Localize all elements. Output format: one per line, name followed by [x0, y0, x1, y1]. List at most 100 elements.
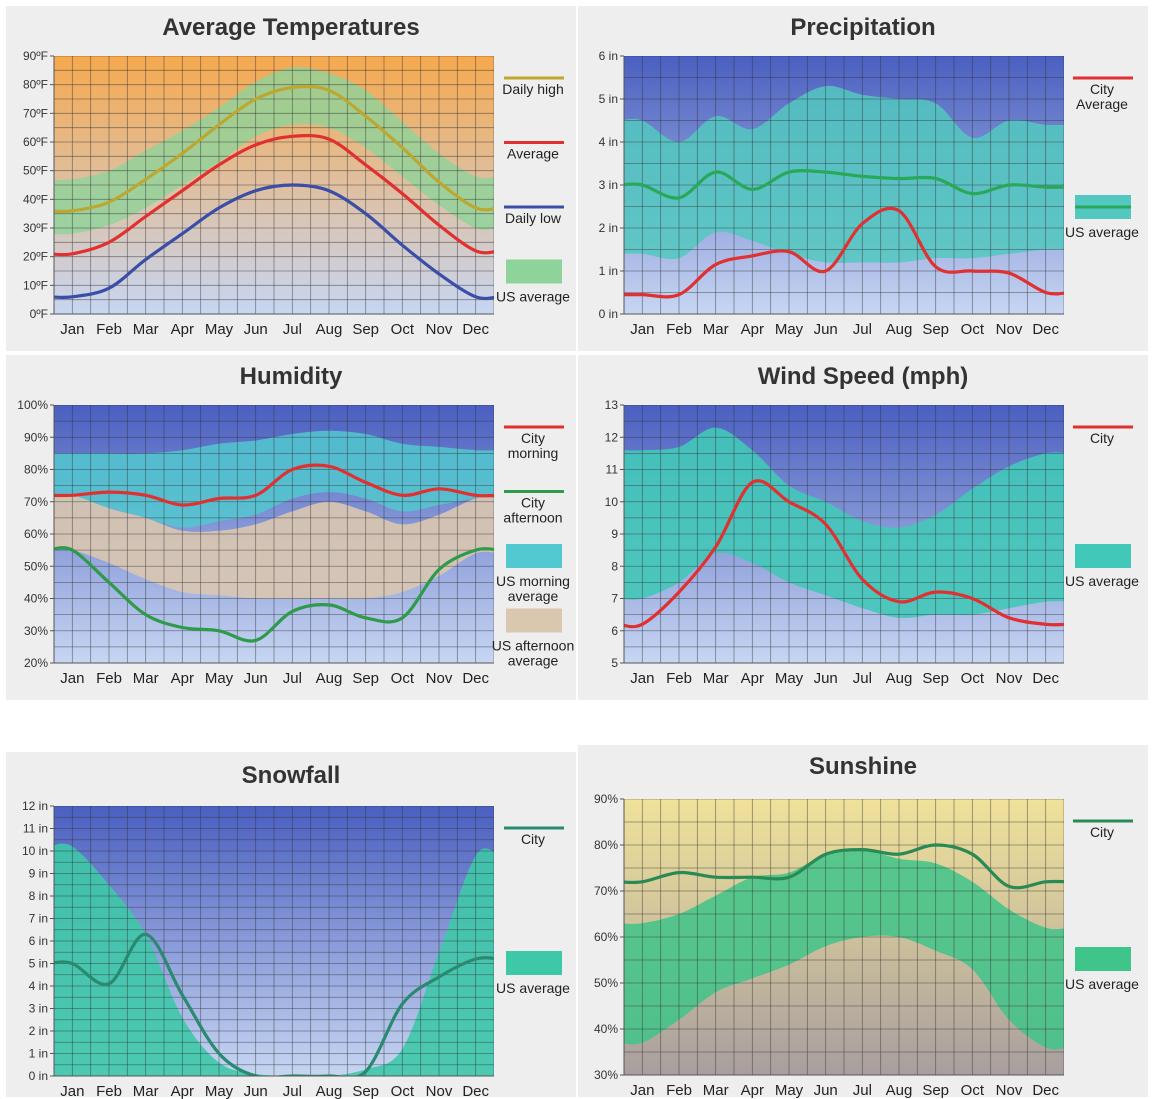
precip-x-tick-label: Jan — [630, 321, 654, 338]
temps-grid — [54, 56, 494, 314]
snow-legend: City US average — [496, 826, 570, 996]
precip-y-tick-label: 4 in — [599, 135, 618, 149]
wind-x-tick-label: May — [775, 670, 804, 687]
wind-y-tick-label: 7 — [611, 592, 618, 606]
humidity-x-tick-label: Oct — [391, 670, 415, 687]
wind-x-tick-label: Jan — [630, 670, 654, 687]
humidity-x-tick-label: Sep — [352, 670, 379, 687]
sun-x-tick-label: Mar — [703, 1082, 729, 1099]
humidity-x-tick-label: Jan — [60, 670, 84, 687]
snow-panel: Snowfall 0 in 1 in 2 in 3 in 4 in 5 in 6 in 7 i… — [6, 752, 576, 1099]
sun-x-tick-label: Jun — [814, 1082, 838, 1099]
temps-title: Average Temperatures — [162, 14, 420, 41]
precip-x-tick-label: Apr — [741, 321, 764, 338]
snow-y-tick-label: 7 in — [29, 912, 48, 926]
snow-chart: 0 in 1 in 2 in 3 in 4 in 5 in 6 in 7 in 8 in 9 in… — [22, 799, 570, 1099]
humidity-legend-label: morning — [508, 445, 559, 461]
humidity-series-line-1 — [54, 546, 494, 643]
snow-y-tick-label: 5 in — [29, 957, 48, 971]
sun-y-tick-label: 40% — [594, 1022, 618, 1036]
wind-y-tick-label: 11 — [606, 463, 619, 477]
temps-legend-label: Average — [507, 146, 559, 162]
precip-series-line-1 — [624, 169, 1064, 200]
snow-x-tick-label: Jan — [60, 1083, 84, 1099]
sun-title: Sunshine — [808, 753, 917, 780]
precip-x-tick-label: Jul — [853, 321, 872, 338]
snow-x-tick-label: Nov — [426, 1083, 453, 1099]
precip-y-tick-label: 2 in — [599, 221, 618, 235]
snow-y-tick-label: 0 in — [29, 1069, 48, 1083]
humidity-y-tick-label: 90% — [24, 430, 48, 444]
temps-x-tick-label: Jan — [60, 321, 84, 338]
temps-x-tick-label: Nov — [426, 321, 453, 338]
precip-panel: Precipitation 0 in 1 in 2 in 3 in 4 in 5 in 6 … — [578, 6, 1148, 351]
humidity-grid — [54, 405, 494, 663]
precip-legend-label: City — [1090, 81, 1114, 97]
temps-x-tick-label: Feb — [96, 321, 122, 338]
wind-x-tick-label: Mar — [703, 670, 729, 687]
sun-y-tick-label: 90% — [594, 792, 618, 806]
wind-series-line-0 — [624, 479, 1064, 629]
sun-x-tick-label: Feb — [666, 1082, 692, 1099]
snow-legend-label: US average — [496, 980, 570, 996]
temps-y-tick-label: 80ºF — [23, 78, 48, 92]
humidity-legend-label: US morning — [496, 573, 570, 589]
precip-x-tick-label: Aug — [886, 321, 913, 338]
snow-x-tick-label: Oct — [391, 1083, 415, 1099]
temps-y-tick-label: 40ºF — [23, 192, 48, 206]
humidity-x-tick-label: Aug — [316, 670, 343, 687]
precip-x-tick-label: Oct — [961, 321, 985, 338]
temps-x-tick-label: Aug — [316, 321, 343, 338]
temps-legend: Daily high Average Daily low US average — [496, 76, 570, 305]
humidity-y-tick-label: 20% — [24, 656, 48, 670]
humidity-title: Humidity — [239, 363, 343, 390]
sun-x-tick-label: May — [775, 1082, 804, 1099]
humidity-legend-label: US afternoon — [492, 638, 575, 654]
wind-x-tick-label: Aug — [886, 670, 913, 687]
sun-x-tick-label: Aug — [886, 1082, 913, 1099]
humidity-x-tick-label: Mar — [133, 670, 159, 687]
precip-title: Precipitation — [790, 14, 936, 41]
humidity-legend-label: afternoon — [503, 510, 562, 526]
humidity-y-tick-label: 80% — [24, 463, 48, 477]
snow-y-tick-label: 1 in — [29, 1047, 48, 1061]
wind-legend: City US average — [1065, 425, 1139, 589]
precip-x-tick-label: Feb — [666, 321, 692, 338]
temps-y-tick-label: 60ºF — [23, 135, 48, 149]
humidity-legend-swatch — [506, 608, 562, 633]
humidity-x-tick-label: May — [205, 670, 234, 687]
precip-x-tick-label: Nov — [996, 321, 1023, 338]
sun-x-tick-label: Nov — [996, 1082, 1023, 1099]
sun-grid — [624, 799, 1064, 1075]
humidity-y-tick-label: 50% — [24, 559, 48, 573]
temps-x-tick-label: May — [205, 321, 234, 338]
snow-x-tick-label: Jul — [283, 1083, 302, 1099]
snow-x-tick-label: Sep — [352, 1083, 379, 1099]
temps-series-line-0 — [54, 84, 494, 214]
humidity-legend-swatch — [506, 544, 562, 568]
precip-y-tick-label: 6 in — [599, 49, 618, 63]
wind-legend-label: City — [1090, 430, 1114, 446]
sun-x-tick-label: Dec — [1032, 1082, 1059, 1099]
humidity-x-tick-label: Nov — [426, 670, 453, 687]
snow-x-tick-label: Apr — [171, 1083, 194, 1099]
wind-x-tick-label: Jul — [853, 670, 872, 687]
wind-x-tick-label: Oct — [961, 670, 985, 687]
precip-x-tick-label: May — [775, 321, 804, 338]
wind-y-tick-label: 13 — [605, 398, 619, 412]
temps-series-line-2 — [54, 183, 494, 301]
temps-series-line-1 — [54, 133, 494, 257]
precip-x-tick-label: Dec — [1032, 321, 1059, 338]
temps-y-tick-label: 10ºF — [23, 278, 48, 292]
humidity-y-tick-label: 100% — [17, 398, 48, 412]
temps-legend-label: US average — [496, 289, 570, 305]
wind-x-tick-label: Apr — [741, 670, 764, 687]
sun-y-tick-label: 50% — [594, 976, 618, 990]
humidity-series-line-0 — [54, 463, 494, 507]
sun-y-tick-label: 60% — [594, 930, 618, 944]
sun-chart: 30% 40% 50% 60% 70% 80% 90% Jan Feb Mar Apr May Jun J… — [594, 792, 1139, 1099]
wind-chart: 5 6 7 8 9 10 11 12 13 Jan Feb Mar Apr May Jun Jul Aug Sep… — [605, 398, 1140, 687]
precip-x-tick-label: Mar — [703, 321, 729, 338]
snow-y-tick-label: 10 in — [22, 844, 48, 858]
